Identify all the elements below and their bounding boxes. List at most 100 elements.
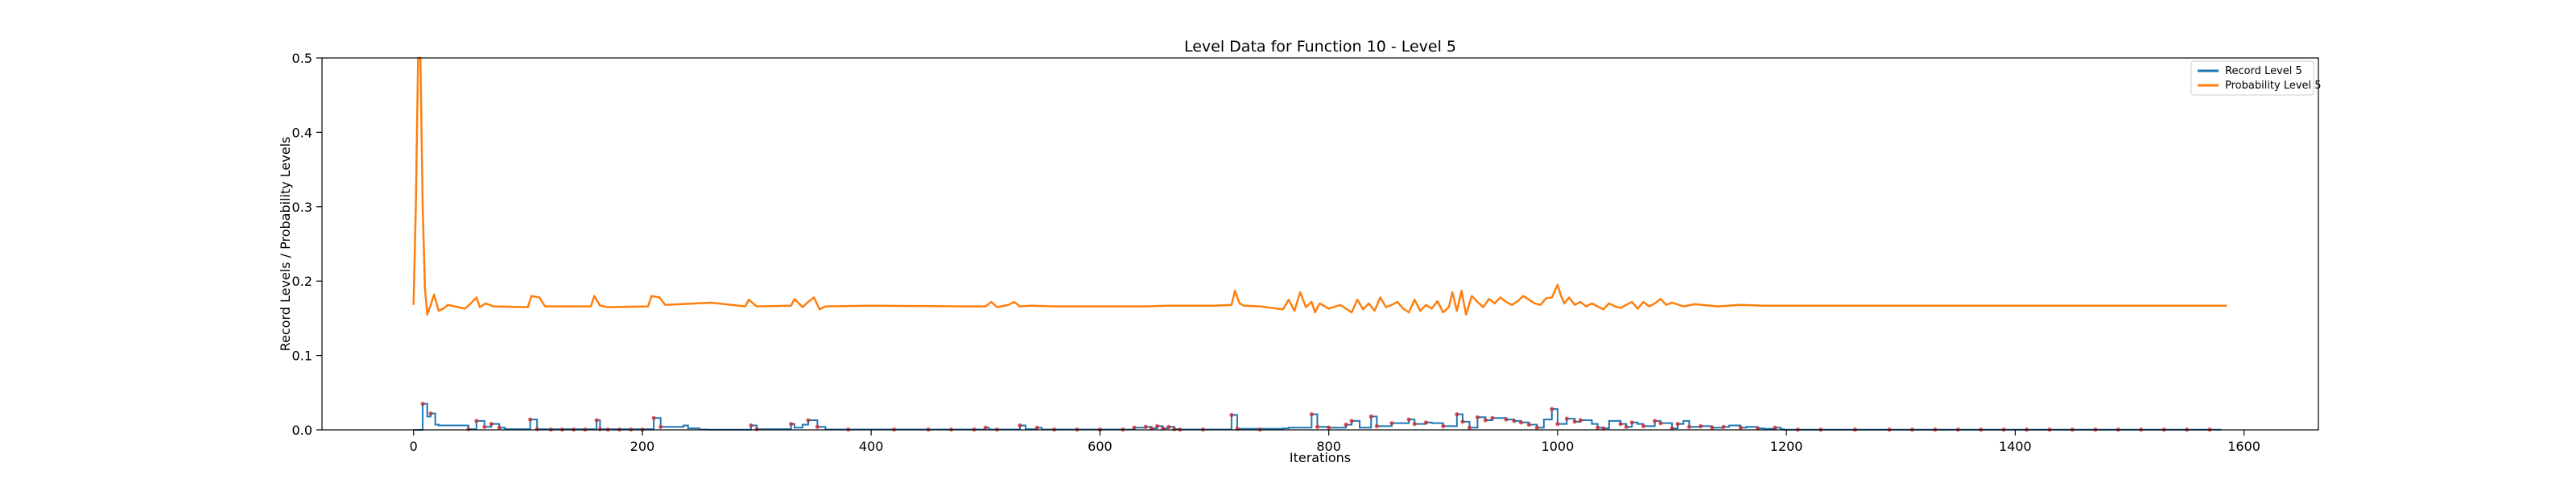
record-marker-point [754,427,759,431]
record-marker-point [535,427,539,431]
record-marker-point [1368,414,1373,419]
record-marker-point [806,418,811,423]
y-tick-label: 0.1 [292,349,312,364]
record-marker-point [651,415,656,420]
x-tick-label: 800 [1316,439,1341,454]
probability-level-line [412,56,2227,316]
record-marker-point [474,419,479,423]
record-marker-point [482,424,487,429]
record-marker-point [489,422,493,427]
x-tick-label: 1200 [1770,439,1803,454]
record-marker-point [1315,424,1320,429]
x-axis-ticks: 0 200 400 600 800 1000 1200 1400 1600 [410,430,2260,454]
x-axis-label: Iterations [1290,450,1351,465]
record-marker-point [1572,419,1577,424]
record-marker-point [1018,423,1022,428]
record-marker-point [1675,422,1680,427]
record-marker-point [1374,423,1379,428]
plot-frame [321,57,2319,431]
record-marker-point [428,411,433,416]
record-marker-point [1143,424,1148,429]
record-marker-point [1034,425,1039,430]
record-level-line [413,402,2222,431]
x-tick-label: 600 [1088,439,1113,454]
probability-level-series [412,56,2227,316]
record-marker-point [1564,416,1569,421]
record-marker-point [1526,422,1531,427]
y-tick-label: 0.5 [292,51,312,66]
record-marker-point [1555,422,1560,427]
record-marker-point [1344,422,1348,427]
y-axis-ticks: 0.0 0.1 0.2 0.3 0.4 0.5 [292,51,322,438]
record-marker-point [1327,425,1331,430]
y-tick-label: 0.4 [292,125,312,140]
record-level-series [413,402,2222,431]
record-marker-point [1172,427,1177,431]
record-marker-point [1455,411,1459,417]
legend-record-label: Record Level 5 [2225,65,2302,77]
record-marker-point [1686,424,1691,429]
record-marker-point [1578,418,1583,423]
y-tick-label: 0.2 [292,274,312,289]
record-marker-point [983,425,988,430]
x-tick-label: 200 [630,439,655,454]
record-marker-point [789,422,794,427]
record-marker-point [1132,425,1137,430]
record-marker-point [1738,425,1743,430]
record-marker-point [1698,423,1703,428]
y-axis-label: Record Levels / Probability Levels [278,137,293,352]
y-tick-label: 0.0 [292,423,312,438]
record-marker-point [1229,412,1234,418]
x-tick-label: 400 [859,439,884,454]
record-marker-point [1658,421,1663,426]
record-marker-point [1483,418,1488,423]
record-marker-point [528,417,533,422]
record-marker-point [1773,425,1777,430]
record-marker-point [1534,425,1539,430]
record-marker-point [420,402,425,407]
record-marker-point [597,427,602,431]
chart-title: Level Data for Function 10 - Level 5 [1184,38,1456,56]
legend-box [2190,60,2314,96]
record-marker-point [1721,424,1726,429]
x-tick-label: 1000 [1542,439,1575,454]
record-marker-point [466,427,471,431]
record-marker-point [1618,422,1623,427]
x-tick-label: 1400 [1999,439,2032,454]
record-marker-point [1475,415,1480,419]
legend: Record Level 5 Probability Level 5 [2190,60,2322,96]
record-marker-point [1624,424,1629,429]
record-marker-point [1441,423,1446,428]
record-marker-point [1412,422,1417,427]
record-marker-point [658,424,663,429]
record-marker-point [1653,419,1657,423]
record-marker-point [1349,419,1354,423]
record-marker-point [749,423,753,428]
record-marker-point [594,418,599,423]
record-marker-point [497,425,502,430]
record-marker-point [1166,424,1171,429]
record-marker-point [1154,423,1160,428]
record-marker-point [1629,420,1634,425]
record-marker-point [1423,420,1429,425]
record-marker-point [815,424,819,429]
y-tick-label: 0.3 [292,200,312,215]
record-marker-point [1389,421,1394,426]
record-marker-point [1490,415,1495,420]
x-tick-label: 0 [410,439,418,454]
record-marker-point [1641,423,1646,428]
record-marker-point [1309,411,1314,417]
record-marker-point [1467,425,1472,430]
record-marker-point [1710,425,1715,430]
record-marker-point [1596,425,1600,430]
record-marker-point [1518,420,1524,425]
record-marker-point [1550,407,1554,411]
legend-probability-label: Probability Level 5 [2225,80,2322,92]
x-tick-label: 1600 [2227,439,2260,454]
record-marker-point [1504,417,1509,422]
record-marker-point [1406,417,1411,422]
record-marker-point [1512,419,1517,423]
record-marker-point [1460,419,1465,424]
